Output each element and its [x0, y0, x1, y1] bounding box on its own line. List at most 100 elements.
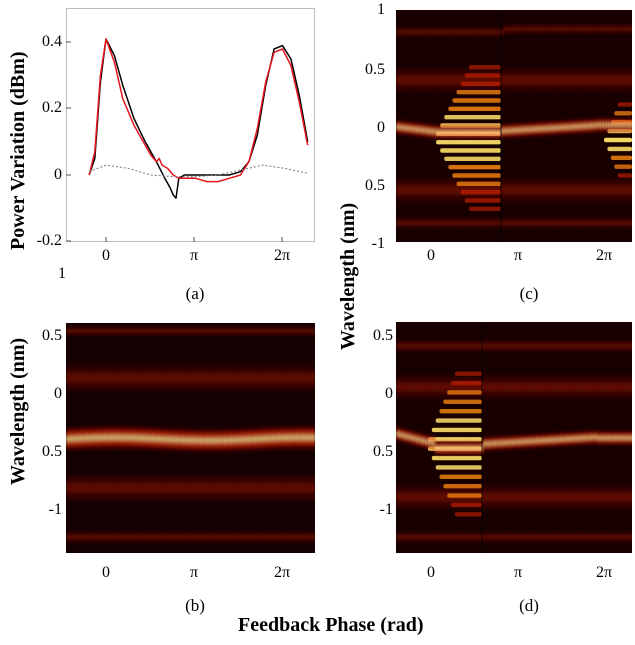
side-mode-band [135, 325, 139, 337]
background-band [270, 361, 274, 395]
side-mode-band [87, 325, 91, 337]
side-mode-band [177, 325, 181, 337]
side-mode-band [420, 339, 424, 353]
background-band [579, 482, 583, 512]
background-band [585, 372, 589, 402]
background-band [507, 65, 511, 95]
side-mode-band [621, 339, 625, 353]
side-mode-band [552, 339, 556, 353]
side-mode-band [594, 531, 598, 543]
main-mode-band [525, 121, 529, 138]
background-band [609, 372, 613, 402]
background-band [429, 482, 433, 512]
background-band [141, 361, 145, 395]
side-mode-band [456, 217, 460, 229]
background-band [162, 471, 166, 505]
background-band [411, 482, 415, 512]
background-band [573, 65, 577, 95]
side-mode-band [615, 339, 619, 353]
caption-d: (d) [519, 596, 539, 615]
side-mode-band [495, 217, 499, 229]
main-mode-band [612, 430, 616, 446]
main-mode-band [138, 424, 142, 451]
side-mode-band [606, 339, 610, 353]
main-mode-band [213, 427, 217, 454]
background-band [261, 361, 265, 395]
main-mode-band [588, 429, 592, 446]
main-mode-band [504, 122, 508, 139]
side-mode-band [246, 325, 250, 337]
background-band [495, 372, 499, 402]
side-mode-band [483, 339, 487, 353]
background-band [600, 175, 604, 205]
side-mode-band [249, 325, 253, 337]
main-mode-band [564, 431, 568, 448]
multimode-fringe [451, 502, 482, 508]
background-band [471, 65, 475, 95]
side-mode-band [309, 325, 313, 337]
background-band [618, 372, 622, 402]
background-band [396, 175, 400, 205]
side-mode-band [426, 26, 430, 38]
side-mode-band [429, 26, 433, 38]
plot-frame-a [66, 8, 315, 242]
main-mode-band [303, 424, 307, 451]
main-mode-band [507, 122, 511, 139]
main-mode-band [219, 427, 223, 454]
background-band [543, 482, 547, 512]
main-mode-band [597, 430, 601, 446]
main-mode-band [606, 117, 610, 133]
background-band [615, 175, 619, 205]
side-mode-band [531, 23, 535, 35]
side-mode-band [273, 530, 277, 544]
background-band [561, 65, 565, 95]
side-mode-band [576, 339, 580, 353]
background-band [546, 482, 550, 512]
background-band [444, 482, 448, 512]
main-mode-band [624, 117, 628, 133]
background-band [522, 482, 526, 512]
background-band [507, 482, 511, 512]
side-mode-band [201, 325, 205, 337]
side-mode-band [570, 217, 574, 229]
side-mode-band [555, 531, 559, 543]
background-band [255, 471, 259, 505]
background-band [414, 65, 418, 95]
background-band [498, 65, 502, 95]
main-mode-band [261, 425, 265, 452]
side-mode-band [564, 531, 568, 543]
background-band [600, 482, 604, 512]
main-mode-band [309, 424, 313, 451]
multimode-fringe [456, 89, 501, 95]
background-band [288, 471, 292, 505]
background-band [150, 361, 154, 395]
side-mode-band [447, 339, 451, 353]
background-band [627, 65, 631, 95]
main-mode-band [216, 427, 220, 454]
side-mode-band [273, 325, 277, 337]
main-mode-band [444, 124, 448, 140]
background-band [165, 471, 169, 505]
main-mode-band [444, 440, 448, 456]
side-mode-band [192, 325, 196, 337]
side-mode-band [540, 217, 544, 229]
series-line-1 [88, 38, 309, 183]
side-mode-band [255, 530, 259, 544]
side-mode-band [138, 325, 142, 337]
side-mode-band [609, 23, 613, 35]
side-mode-band [501, 26, 505, 38]
side-mode-band [558, 339, 562, 353]
xtick-label-c: 0 [427, 247, 435, 264]
main-mode-band [210, 427, 214, 454]
main-mode-band [510, 122, 514, 139]
background-band [75, 471, 79, 505]
side-mode-band [504, 339, 508, 353]
multimode-fringe [454, 512, 482, 517]
side-mode-band [210, 530, 214, 544]
main-mode-band [630, 430, 632, 446]
background-band [144, 471, 148, 505]
side-mode-band [510, 23, 514, 35]
main-mode-band [561, 119, 565, 136]
background-band [489, 482, 493, 512]
side-mode-band [546, 531, 550, 543]
